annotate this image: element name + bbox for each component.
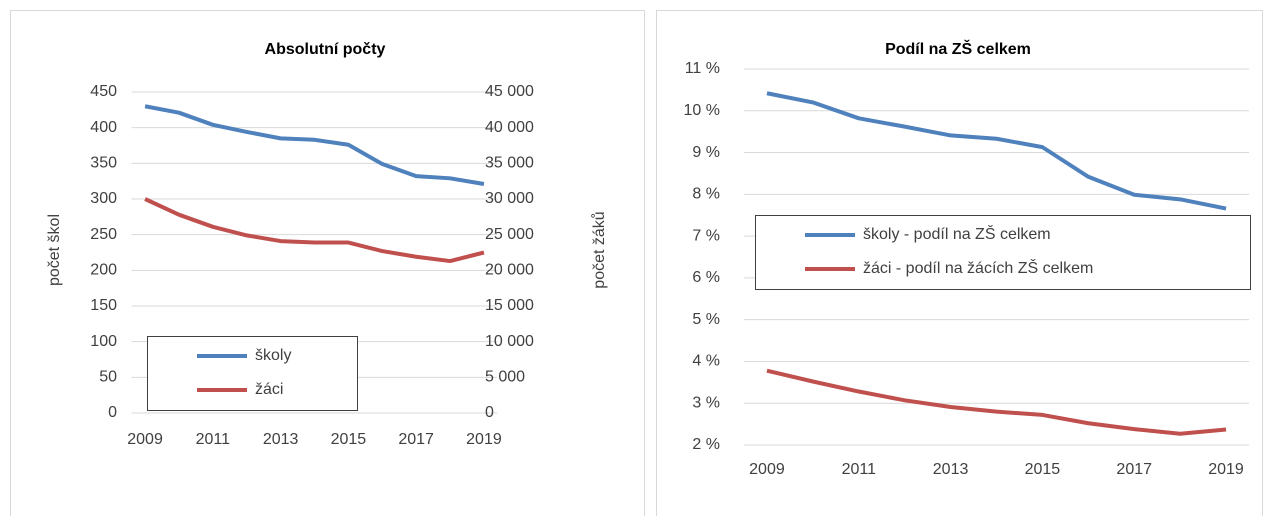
y-tick-label: 0 — [108, 404, 117, 421]
legend-label: školy - podíl na ZŠ celkem — [863, 224, 1051, 243]
x-tick-label: 2013 — [263, 431, 299, 448]
y-tick-label: 4 % — [692, 353, 720, 370]
y-tick-label: 100 — [90, 333, 117, 350]
y-tick-label: 3 % — [692, 394, 720, 411]
x-tick-label: 2009 — [749, 461, 785, 478]
x-tick-label: 2011 — [842, 461, 877, 478]
y-tick-label: 5 % — [692, 311, 720, 328]
y-tick-label: 50 — [99, 369, 117, 386]
y-tick-label: 250 — [90, 226, 117, 243]
y-tick-label: 7 % — [692, 227, 720, 244]
y-tick-label: 6 % — [692, 269, 720, 286]
legend-label: žáci - podíl na žácích ZŠ celkem — [863, 258, 1093, 277]
legend-label: žáci — [255, 381, 283, 398]
y-tick-label: 10 % — [684, 102, 720, 119]
y2-tick-label: 0 — [485, 404, 494, 421]
y2-tick-label: 5 000 — [485, 369, 525, 386]
series-line — [766, 368, 1227, 436]
chart-title: Absolutní počty — [265, 41, 386, 58]
y2-tick-label: 15 000 — [485, 297, 534, 314]
x-tick-label: 2013 — [933, 461, 969, 478]
y2-tick-label: 45 000 — [485, 83, 534, 100]
x-tick-label: 2015 — [331, 431, 367, 448]
y-tick-label: 300 — [90, 190, 117, 207]
legend-box — [147, 336, 358, 411]
series-line — [144, 197, 485, 264]
series-line — [144, 104, 485, 186]
y2-axis-label: počet žáků — [590, 211, 608, 288]
y-tick-label: 450 — [90, 83, 117, 100]
y2-tick-label: 20 000 — [485, 262, 534, 279]
y-tick-label: 11 % — [685, 60, 720, 77]
y-tick-label: 150 — [90, 297, 117, 314]
series-line — [766, 91, 1227, 211]
y-axis-label: počet škol — [46, 214, 63, 286]
x-tick-label: 2017 — [398, 431, 434, 448]
y-tick-label: 200 — [90, 262, 117, 279]
y2-tick-label: 10 000 — [485, 333, 534, 350]
x-tick-label: 2011 — [196, 431, 231, 448]
x-tick-label: 2015 — [1025, 461, 1061, 478]
chart-frame — [10, 10, 645, 516]
y-tick-label: 350 — [90, 155, 117, 172]
y-tick-label: 2 % — [692, 436, 720, 453]
y2-tick-label: 25 000 — [485, 226, 534, 243]
chart-title: Podíl na ZŠ celkem — [885, 39, 1031, 58]
x-tick-label: 2009 — [127, 431, 163, 448]
y2-tick-label: 30 000 — [485, 190, 534, 207]
x-tick-label: 2019 — [1208, 461, 1244, 478]
y2-tick-label: 35 000 — [485, 155, 534, 172]
y-tick-label: 9 % — [692, 144, 720, 161]
legend-box — [755, 215, 1251, 290]
y-tick-label: 8 % — [692, 186, 720, 203]
x-tick-label: 2019 — [466, 431, 502, 448]
y2-tick-label: 40 000 — [485, 119, 534, 136]
y-tick-label: 400 — [90, 119, 117, 136]
x-tick-label: 2017 — [1116, 461, 1152, 478]
legend-label: školy — [255, 347, 291, 364]
